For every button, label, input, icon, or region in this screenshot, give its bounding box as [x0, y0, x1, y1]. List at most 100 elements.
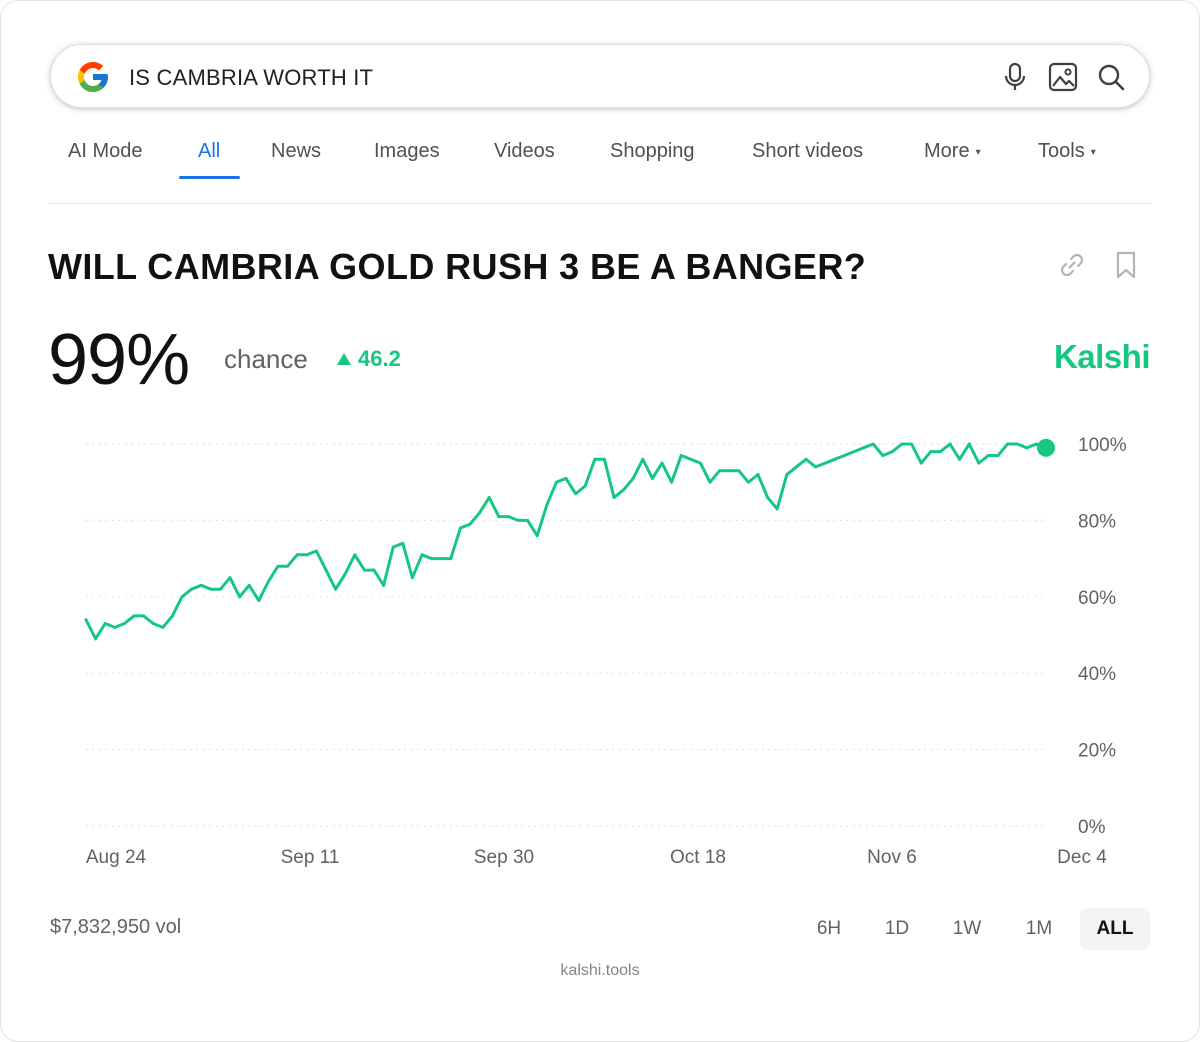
data-point [698, 461, 702, 465]
range-1d-button[interactable]: 1D [884, 918, 910, 939]
search-bar[interactable]: IS CAMBRIA WORTH IT [50, 44, 1150, 108]
tab-ai-mode[interactable]: AI Mode [68, 140, 143, 162]
tab-short-videos[interactable]: Short videos [752, 140, 864, 162]
kalshi-logo[interactable]: Kalshi [1053, 338, 1151, 375]
data-point [574, 492, 578, 496]
data-point [132, 614, 136, 618]
data-point [305, 553, 309, 557]
data-point [430, 557, 434, 561]
data-point [881, 453, 885, 457]
current-value-marker [1037, 438, 1055, 457]
triangle-up-icon [337, 353, 351, 365]
data-point [497, 515, 501, 519]
data-point [919, 461, 923, 465]
range-1m-button[interactable]: 1M [1025, 918, 1053, 939]
tab-shopping[interactable]: Shopping [610, 140, 695, 162]
tab-news[interactable]: News [271, 140, 322, 162]
chance-label: chance [224, 344, 308, 374]
data-point [583, 484, 587, 488]
data-point [1034, 442, 1038, 446]
x-tick-label: Dec 4 [1057, 847, 1107, 868]
data-point [142, 614, 146, 618]
data-point [545, 503, 549, 507]
data-point [833, 457, 837, 461]
image-search-icon[interactable] [1047, 61, 1079, 93]
y-tick-label: 80% [1078, 511, 1116, 532]
data-point [276, 564, 280, 568]
data-point [775, 507, 779, 511]
market-question: WILL CAMBRIA GOLD RUSH 3 BE A BANGER? [48, 246, 867, 287]
microphone-icon[interactable] [999, 61, 1031, 93]
data-point [238, 595, 242, 599]
data-point [938, 450, 942, 454]
range-all-button[interactable]: ALL [1080, 908, 1150, 950]
data-point [612, 495, 616, 499]
data-point [295, 553, 299, 557]
tab-tools[interactable]: Tools ▾ [1038, 140, 1096, 163]
bookmark-icon[interactable] [1110, 248, 1142, 282]
search-input[interactable]: IS CAMBRIA WORTH IT [129, 65, 374, 90]
data-point [506, 515, 510, 519]
data-point [286, 564, 290, 568]
data-point [804, 457, 808, 461]
data-point [362, 568, 366, 572]
data-point [554, 480, 558, 484]
data-point [113, 625, 117, 629]
data-point [910, 442, 914, 446]
data-point [967, 442, 971, 446]
tab-tools-label: Tools [1038, 140, 1085, 162]
range-6h-button[interactable]: 6H [816, 918, 842, 939]
data-point [420, 553, 424, 557]
tab-more[interactable]: More ▾ [924, 140, 981, 163]
x-tick-label: Nov 6 [867, 847, 917, 868]
data-point [266, 580, 270, 584]
data-point [180, 595, 184, 599]
caret-down-icon: ▾ [975, 147, 981, 158]
data-point [314, 549, 318, 553]
y-tick-label: 20% [1078, 741, 1116, 762]
tab-images[interactable]: Images [374, 140, 440, 162]
data-point [948, 442, 952, 446]
x-tick-label: Sep 11 [281, 847, 340, 868]
data-point [977, 461, 981, 465]
source-footer: kalshi.tools [560, 962, 640, 979]
data-point [516, 518, 520, 522]
data-point [708, 480, 712, 484]
data-point [622, 488, 626, 492]
data-point [257, 599, 261, 603]
probability-change: 46.2 [336, 346, 401, 372]
data-point [727, 469, 731, 473]
data-point [852, 450, 856, 454]
search-icon[interactable] [1095, 61, 1127, 93]
data-point [1025, 446, 1029, 450]
data-point [103, 622, 107, 626]
tabs-divider [48, 203, 1152, 204]
data-point [756, 473, 760, 477]
data-point [94, 637, 98, 641]
data-point [766, 495, 770, 499]
data-point [199, 583, 203, 587]
volume-label: $7,832,950 vol [50, 916, 182, 938]
y-tick-label: 60% [1078, 588, 1116, 609]
data-point [478, 511, 482, 515]
data-point [670, 480, 674, 484]
data-point [535, 534, 539, 538]
data-point [382, 583, 386, 587]
data-point [228, 576, 232, 580]
data-point [785, 473, 789, 477]
data-point [449, 557, 453, 561]
y-tick-label: 100% [1078, 435, 1127, 456]
tab-all[interactable]: All [198, 140, 221, 162]
data-point [401, 541, 405, 545]
data-point [890, 450, 894, 454]
google-g-icon [78, 62, 108, 92]
range-1w-button[interactable]: 1W [952, 918, 982, 939]
y-tick-label: 40% [1078, 664, 1116, 685]
tab-videos[interactable]: Videos [494, 140, 555, 162]
probability-value: 99% [48, 320, 190, 400]
data-point [650, 476, 654, 480]
link-icon[interactable] [1056, 248, 1088, 282]
data-point [247, 583, 251, 587]
x-tick-label: Oct 18 [670, 847, 726, 868]
data-point [746, 480, 750, 484]
